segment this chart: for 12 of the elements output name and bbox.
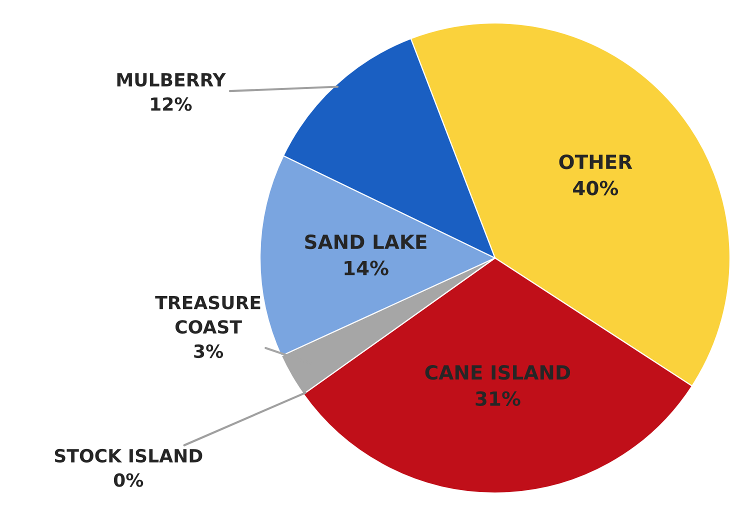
text: 0% — [114, 473, 144, 487]
data-label: 31% — [476, 391, 520, 406]
slice-label: OTHER — [559, 154, 632, 170]
slice-label: TREASURE COAST — [155, 296, 260, 334]
category-label: STOCK ISLAND — [54, 448, 202, 463]
data-label: 14% — [344, 260, 388, 276]
slice-label: CANE ISLAND — [425, 365, 570, 380]
slice-label: SAND LAKE — [305, 234, 426, 250]
slice-label: MULBERRY — [117, 73, 226, 87]
data-label: 40% — [573, 180, 618, 196]
data-label: 3% — [194, 344, 224, 358]
data-label: 12% — [151, 97, 192, 111]
